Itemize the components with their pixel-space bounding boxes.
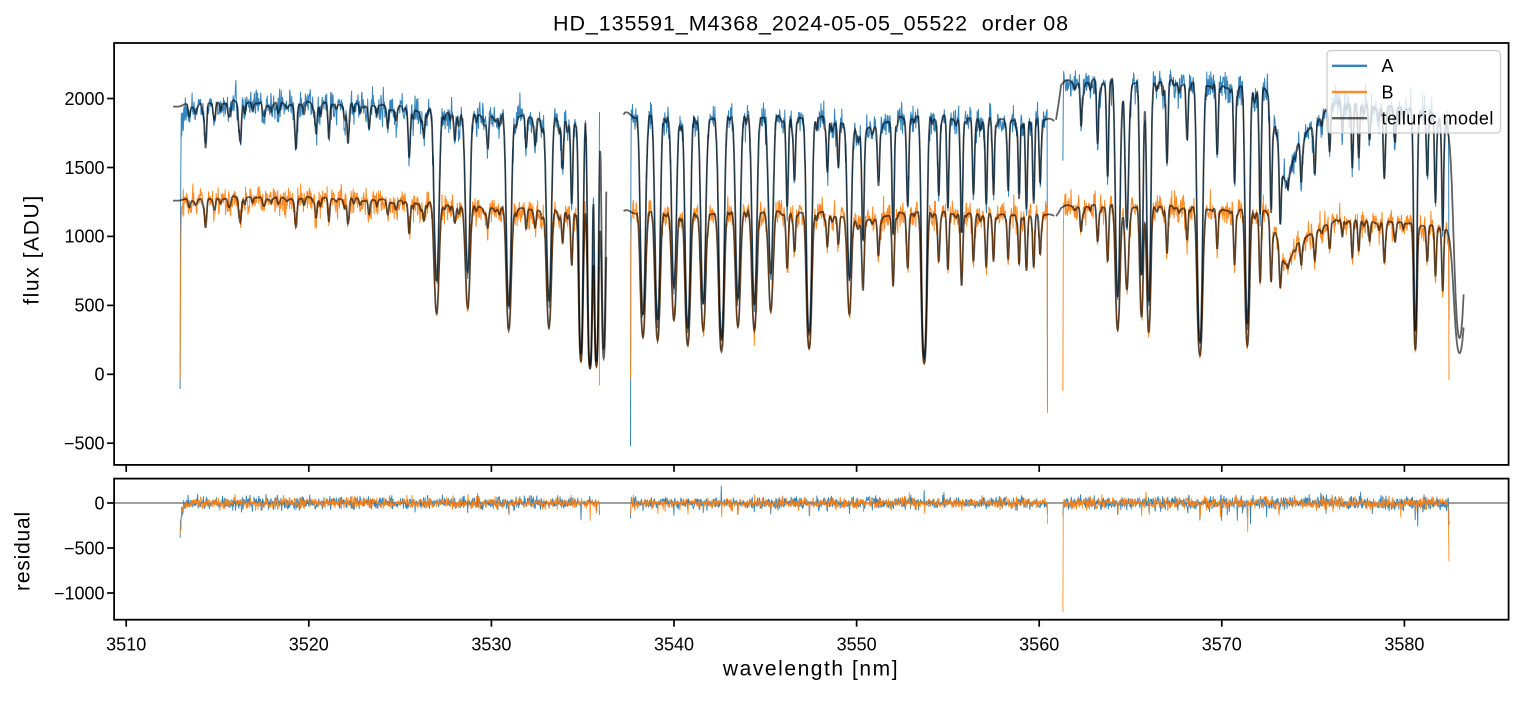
- svg-text:3530: 3530: [471, 635, 511, 655]
- svg-text:0: 0: [94, 365, 104, 385]
- svg-text:500: 500: [74, 296, 104, 316]
- svg-text:3560: 3560: [1019, 635, 1059, 655]
- svg-text:3550: 3550: [837, 635, 877, 655]
- svg-text:3510: 3510: [106, 635, 146, 655]
- svg-text:3570: 3570: [1202, 635, 1242, 655]
- svg-text:B: B: [1382, 82, 1394, 102]
- svg-text:−500: −500: [64, 538, 105, 558]
- svg-text:telluric model: telluric model: [1382, 109, 1494, 129]
- svg-text:flux [ADU]: flux [ADU]: [21, 194, 44, 305]
- svg-text:−500: −500: [64, 434, 105, 454]
- svg-text:−1000: −1000: [54, 583, 105, 603]
- svg-text:3580: 3580: [1384, 635, 1424, 655]
- svg-text:1500: 1500: [64, 158, 104, 178]
- svg-text:1000: 1000: [64, 227, 104, 247]
- svg-text:0: 0: [94, 493, 104, 513]
- svg-text:wavelength [nm]: wavelength [nm]: [722, 658, 899, 681]
- svg-text:3520: 3520: [289, 635, 329, 655]
- svg-text:2000: 2000: [64, 89, 104, 109]
- svg-text:HD_135591_M4368_2024-05-05_055: HD_135591_M4368_2024-05-05_05522 order 0…: [553, 12, 1069, 36]
- svg-text:residual: residual: [12, 511, 35, 591]
- svg-text:3540: 3540: [654, 635, 694, 655]
- svg-text:A: A: [1382, 56, 1394, 76]
